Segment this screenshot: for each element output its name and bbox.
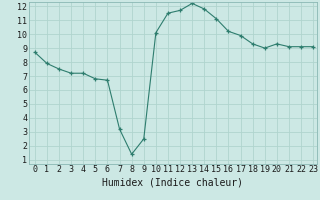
X-axis label: Humidex (Indice chaleur): Humidex (Indice chaleur): [102, 177, 243, 187]
